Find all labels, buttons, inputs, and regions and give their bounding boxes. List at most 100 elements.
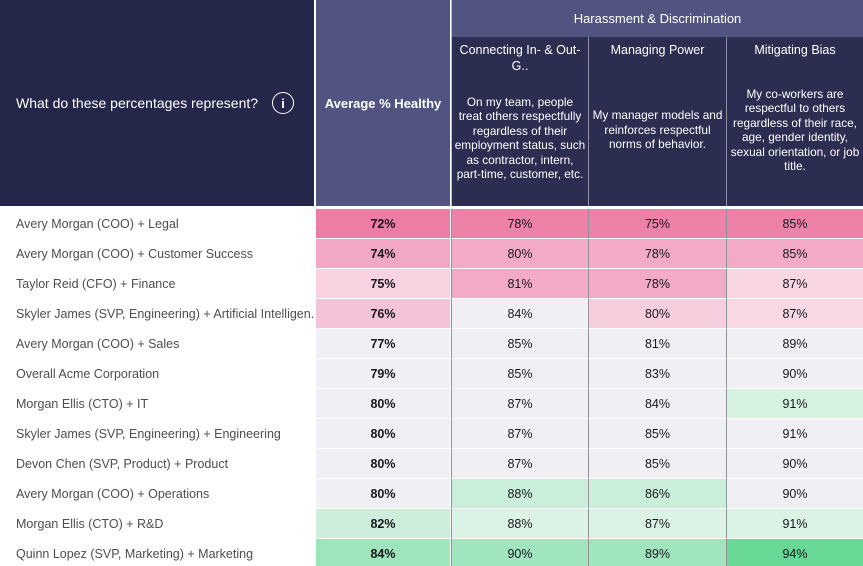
metric-cell[interactable]: 88%: [451, 479, 588, 509]
metric-cell[interactable]: 91%: [726, 389, 863, 419]
avg-cell[interactable]: 84%: [316, 539, 450, 566]
avg-cell[interactable]: 72%: [316, 209, 450, 239]
metric-cell[interactable]: 85%: [588, 449, 726, 479]
metric-cell[interactable]: 91%: [726, 509, 863, 539]
column-divider: [314, 329, 316, 359]
metric-cell[interactable]: 90%: [726, 479, 863, 509]
metric-cell[interactable]: 85%: [726, 209, 863, 239]
column-divider: [314, 0, 316, 206]
column-divider: [450, 539, 451, 566]
metric-title: Mitigating Bias: [754, 43, 836, 57]
metric-cell[interactable]: 85%: [726, 239, 863, 269]
metric-cell[interactable]: 89%: [588, 539, 726, 566]
table-body: Avery Morgan (COO) + Legal 72% 78% 75% 8…: [0, 209, 863, 566]
row-label[interactable]: Morgan Ellis (CTO) + R&D: [0, 509, 314, 539]
column-divider: [450, 359, 451, 389]
question-panel: What do these percentages represent? i: [0, 0, 314, 206]
metric-header-managing-power[interactable]: Managing Power My manager models and rei…: [588, 37, 726, 206]
metric-description: On my team, people treat others respectf…: [454, 94, 586, 182]
table-row: Avery Morgan (COO) + Sales 77% 85% 81% 8…: [0, 329, 863, 359]
row-label[interactable]: Skyler James (SVP, Engineering) + Engine…: [0, 419, 314, 449]
metric-title: Managing Power: [610, 43, 705, 57]
metric-cell[interactable]: 85%: [451, 329, 588, 359]
column-divider: [450, 0, 451, 206]
avg-cell[interactable]: 75%: [316, 269, 450, 299]
avg-cell[interactable]: 74%: [316, 239, 450, 269]
avg-cell[interactable]: 80%: [316, 479, 450, 509]
metric-cell[interactable]: 85%: [451, 359, 588, 389]
column-divider: [314, 479, 316, 509]
row-label[interactable]: Avery Morgan (COO) + Legal: [0, 209, 314, 239]
metric-cell[interactable]: 80%: [451, 239, 588, 269]
column-divider: [450, 389, 451, 419]
metric-description: My manager models and reinforces respect…: [592, 108, 723, 152]
row-label[interactable]: Overall Acme Corporation: [0, 359, 314, 389]
table-row: Skyler James (SVP, Engineering) + Engine…: [0, 419, 863, 449]
metric-cell[interactable]: 87%: [451, 449, 588, 479]
avg-cell[interactable]: 77%: [316, 329, 450, 359]
row-label[interactable]: Skyler James (SVP, Engineering) + Artifi…: [0, 299, 314, 329]
metric-cell[interactable]: 87%: [726, 269, 863, 299]
metric-cell[interactable]: 75%: [588, 209, 726, 239]
table-header: What do these percentages represent? i A…: [0, 0, 863, 206]
row-label[interactable]: Quinn Lopez (SVP, Marketing) + Marketing: [0, 539, 314, 566]
group-header[interactable]: Harassment & Discrimination: [452, 0, 863, 37]
metric-cell[interactable]: 78%: [588, 239, 726, 269]
row-label[interactable]: Devon Chen (SVP, Product) + Product: [0, 449, 314, 479]
metric-cell[interactable]: 78%: [588, 269, 726, 299]
metric-cell[interactable]: 90%: [451, 539, 588, 566]
column-divider: [314, 419, 316, 449]
metric-cell[interactable]: 81%: [451, 269, 588, 299]
avg-cell[interactable]: 76%: [316, 299, 450, 329]
metric-cell[interactable]: 87%: [451, 419, 588, 449]
avg-cell[interactable]: 80%: [316, 419, 450, 449]
column-divider: [314, 359, 316, 389]
column-divider: [450, 419, 451, 449]
column-divider: [450, 239, 451, 269]
avg-cell[interactable]: 80%: [316, 449, 450, 479]
row-label[interactable]: Morgan Ellis (CTO) + IT: [0, 389, 314, 419]
avg-cell[interactable]: 79%: [316, 359, 450, 389]
column-divider: [450, 209, 451, 239]
column-divider: [314, 209, 316, 239]
table-row: Morgan Ellis (CTO) + IT 80% 87% 84% 91%: [0, 389, 863, 419]
group-columns: Harassment & Discrimination Connecting I…: [451, 0, 863, 206]
metric-cell[interactable]: 83%: [588, 359, 726, 389]
metric-header-connecting[interactable]: Connecting In- & Out-G.. On my team, peo…: [452, 37, 588, 206]
metric-cell[interactable]: 78%: [451, 209, 588, 239]
metric-cell[interactable]: 81%: [588, 329, 726, 359]
metric-cell[interactable]: 87%: [451, 389, 588, 419]
avg-cell[interactable]: 80%: [316, 389, 450, 419]
metric-headers: Connecting In- & Out-G.. On my team, peo…: [452, 37, 863, 206]
column-divider: [450, 299, 451, 329]
metric-cell[interactable]: 90%: [726, 359, 863, 389]
metric-cell[interactable]: 91%: [726, 419, 863, 449]
column-divider: [450, 329, 451, 359]
avg-column-header[interactable]: Average % Healthy: [316, 0, 450, 206]
metric-cell[interactable]: 85%: [588, 419, 726, 449]
column-divider: [450, 269, 451, 299]
metric-cell[interactable]: 90%: [726, 449, 863, 479]
metric-cell[interactable]: 87%: [588, 509, 726, 539]
metric-cell[interactable]: 88%: [451, 509, 588, 539]
metric-header-mitigating-bias[interactable]: Mitigating Bias My co-workers are respec…: [726, 37, 863, 206]
metric-cell[interactable]: 89%: [726, 329, 863, 359]
table-row: Taylor Reid (CFO) + Finance 75% 81% 78% …: [0, 269, 863, 299]
row-label[interactable]: Avery Morgan (COO) + Operations: [0, 479, 314, 509]
column-divider: [450, 479, 451, 509]
avg-cell[interactable]: 82%: [316, 509, 450, 539]
row-label[interactable]: Taylor Reid (CFO) + Finance: [0, 269, 314, 299]
row-label[interactable]: Avery Morgan (COO) + Customer Success: [0, 239, 314, 269]
info-icon[interactable]: i: [272, 92, 295, 114]
metric-cell[interactable]: 87%: [726, 299, 863, 329]
row-label[interactable]: Avery Morgan (COO) + Sales: [0, 329, 314, 359]
metric-cell[interactable]: 94%: [726, 539, 863, 566]
column-divider: [314, 389, 316, 419]
column-divider: [314, 239, 316, 269]
metric-cell[interactable]: 84%: [588, 389, 726, 419]
metric-cell[interactable]: 86%: [588, 479, 726, 509]
metric-cell[interactable]: 84%: [451, 299, 588, 329]
metric-cell[interactable]: 80%: [588, 299, 726, 329]
header-body-divider: [0, 206, 863, 209]
